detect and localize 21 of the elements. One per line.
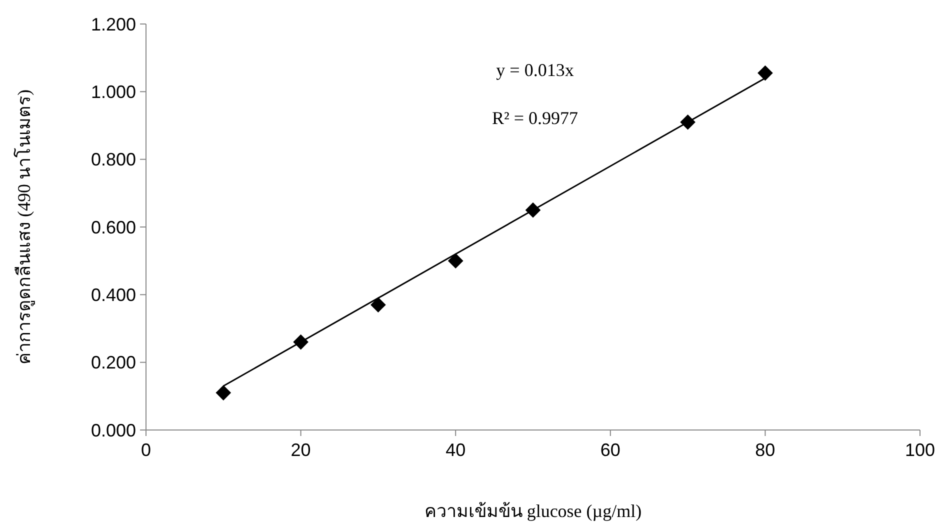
y-tick-label: 1.000 — [90, 82, 136, 102]
x-tick-label: 40 — [446, 440, 466, 460]
point — [758, 65, 773, 81]
x-tick-label: 60 — [600, 440, 620, 460]
x-tick-label: 20 — [290, 440, 311, 460]
y-tick-label: 0.800 — [90, 150, 136, 170]
x-tick-label: 80 — [755, 440, 776, 460]
point — [448, 253, 464, 269]
x-tick-label: 100 — [904, 440, 936, 460]
point — [370, 297, 386, 312]
y-tick-label: 0.000 — [90, 420, 136, 440]
x-tick-label: 0 — [140, 440, 152, 460]
x-axis-title: ความเข้มข้น glucose (µg/ml) — [424, 501, 642, 521]
y-tick-label: 0.200 — [90, 352, 136, 373]
annotation: R² = 0.9977 — [492, 108, 578, 128]
point — [216, 385, 232, 400]
annotation: y = 0.013x — [496, 60, 574, 80]
y-tick-label: 1.200 — [90, 14, 136, 34]
y-axis-title: ค่าการดูดกลืนแสง (490 นาโนเมตร) — [13, 90, 35, 364]
y-tick-label: 0.400 — [90, 284, 136, 305]
y-tick-label: 0.600 — [90, 217, 136, 238]
